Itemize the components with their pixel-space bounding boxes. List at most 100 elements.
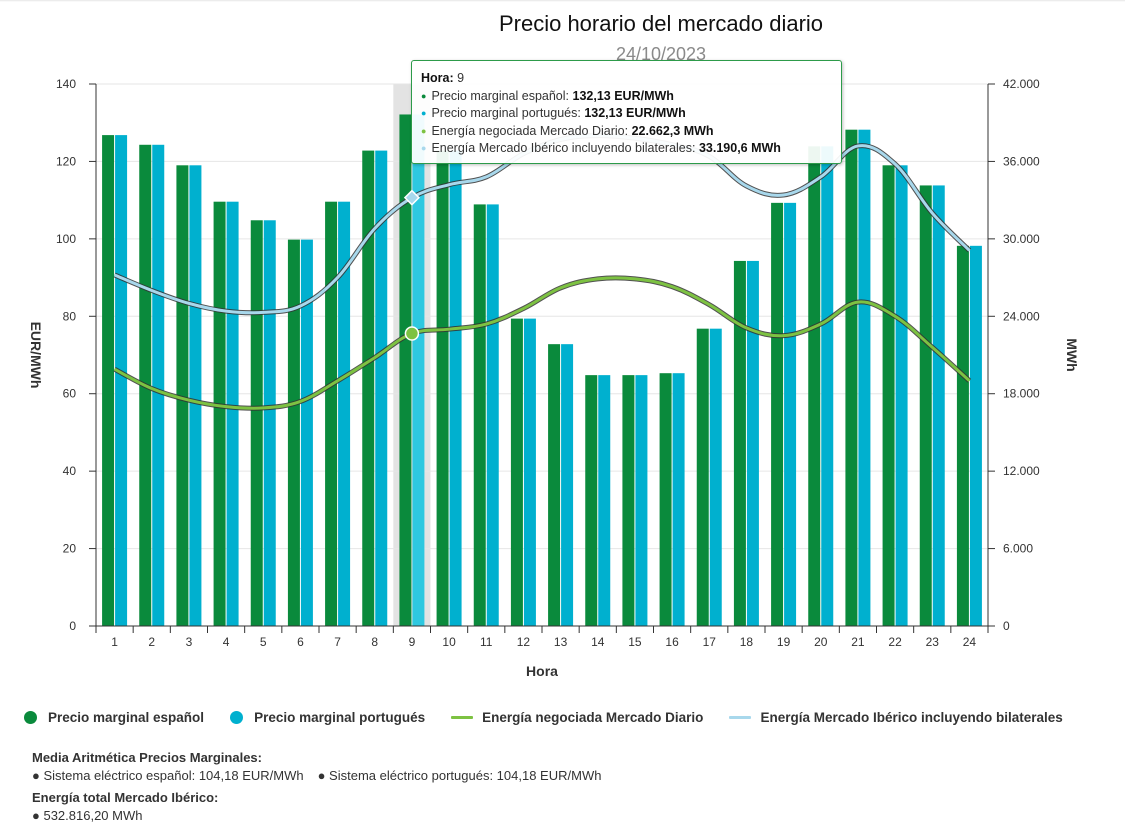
tooltip-row-label: Energía negociada Mercado Diario: [431,123,629,138]
y-tick-label-right: 12.000 [1003,464,1040,478]
x-tick-label: 19 [777,635,791,649]
chart-legend: Precio marginal español Precio marginal … [24,705,1125,729]
y-tick-label-left: 120 [56,154,76,168]
bar-precio-portugues [226,201,239,627]
y-tick-label-left: 20 [63,542,77,556]
bar-precio-espanol [771,202,784,627]
bar-precio-portugues [598,375,611,626]
avg-values-row: ● Sistema eléctrico español: 104,18 EUR/… [32,768,601,783]
x-tick-label: 3 [186,635,193,649]
x-tick-label: 24 [963,635,977,649]
tooltip-bullet-icon: ● [421,125,427,136]
bar-precio-portugues [635,375,648,626]
y-tick-label-right: 6.000 [1003,542,1033,556]
bar-precio-portugues [300,239,313,627]
legend-item-energia-iberico[interactable]: Energía Mercado Ibérico incluyendo bilat… [729,709,1063,725]
x-tick-label: 18 [740,635,754,649]
bar-precio-portugues [412,114,425,626]
x-tick-label: 9 [409,635,416,649]
bar-precio-espanol [733,260,746,626]
line-energia-diario [113,276,971,410]
x-tick-label: 6 [297,635,304,649]
bar-precio-espanol [176,165,189,627]
tooltip-row-value: 132,13 EUR/MWh [572,88,674,103]
y-tick-label-right: 42.000 [1003,77,1040,91]
tooltip-row: ● Precio marginal portugués: 132,13 EUR/M… [421,105,841,123]
x-tick-label: 11 [480,635,493,649]
y-tick-label-left: 40 [63,464,77,478]
bar-precio-espanol [325,201,338,627]
x-axis-title: Hora [526,663,558,679]
y-tick-label-left: 140 [56,77,76,91]
legend-label: Precio marginal español [48,709,205,725]
bar-precio-portugues [561,344,574,626]
x-tick-label: 12 [517,635,531,649]
legend-dot-icon [230,710,244,724]
bar-precio-portugues [932,185,945,626]
x-tick-label: 13 [554,635,568,649]
legend-item-precio-espanol[interactable]: Precio marginal español [24,710,204,725]
legend-item-precio-portugues[interactable]: Precio marginal portugués [230,710,425,725]
bar-precio-portugues [189,165,202,627]
bar-precio-portugues [672,373,685,626]
y-tick-label-right: 0 [1003,619,1010,633]
hover-marker-iberico [403,189,420,206]
bar-precio-espanol [585,375,598,626]
bar-precio-espanol [102,135,115,627]
x-tick-label: 17 [703,635,717,649]
bar-precio-espanol [808,146,821,626]
y-tick-label-left: 0 [69,619,76,633]
total-heading: Energía total Mercado Ibérico: [32,790,219,805]
tooltip-row-value: 22.662,3 MWh [631,123,714,138]
bar-precio-espanol [362,150,375,627]
x-tick-label: 22 [888,635,902,649]
bar-precio-espanol [696,328,709,626]
bar-precio-portugues [449,150,462,627]
bar-precio-portugues [784,202,797,627]
bar-precio-espanol [510,318,523,626]
bar-precio-portugues [895,165,908,627]
x-tick-label: 8 [371,635,378,649]
bar-precio-espanol [919,185,932,626]
bar-precio-portugues [523,318,536,626]
tooltip-bullet-icon: ● [421,108,427,118]
tooltip-hour-label: Hora: [421,71,454,85]
bar-precio-espanol [250,220,263,626]
bar-precio-espanol [473,204,486,626]
y-tick-label-left: 80 [63,309,77,323]
x-tick-label: 20 [814,635,828,649]
legend-line-icon [729,715,752,719]
bar-precio-portugues [821,146,834,626]
legend-label: Energía Mercado Ibérico incluyendo bilat… [760,709,1063,725]
top-divider [0,0,1125,2]
bar-precio-espanol [622,375,635,626]
y-axis-right-title: MWh [1064,338,1080,371]
bar-precio-portugues [375,150,388,627]
tooltip-row: ● Energía Mercado Ibérico incluyendo bila… [421,140,841,158]
bar-precio-espanol [399,114,412,626]
bar-precio-espanol [287,239,300,627]
bar-precio-portugues [969,245,982,626]
avg-pt-value: ● Sistema eléctrico portugués: 104,18 EU… [317,768,602,783]
x-tick-label: 7 [334,635,341,649]
x-tick-label: 1 [111,635,118,649]
y-axis-left-title: EUR/MWh [28,322,44,389]
total-value: ● 532.816,20 MWh [32,808,143,823]
bar-precio-portugues [338,201,351,627]
tooltip-row-value: 33.190,6 MWh [698,141,781,155]
y-tick-label-right: 24.000 [1003,309,1040,323]
y-tick-label-left: 100 [56,232,76,246]
bar-precio-portugues [152,144,165,626]
bar-precio-espanol [548,344,561,626]
legend-label: Precio marginal portugués [254,709,426,725]
bar-precio-espanol [659,373,672,626]
x-tick-label: 5 [260,635,267,649]
legend-item-energia-diario[interactable]: Energía negociada Mercado Diario [451,710,703,725]
x-tick-label: 10 [442,635,456,649]
tooltip-row: ● Energía negociada Mercado Diario: 22.66… [421,123,841,141]
y-tick-label-right: 36.000 [1003,154,1040,168]
bar-precio-portugues [115,135,128,627]
bar-precio-espanol [436,150,449,627]
tooltip-row: ● Precio marginal español: 132,13 EUR/MWh [421,88,841,106]
x-tick-label: 4 [223,635,230,649]
